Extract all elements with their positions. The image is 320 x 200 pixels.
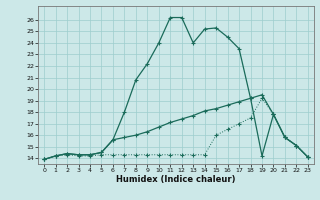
X-axis label: Humidex (Indice chaleur): Humidex (Indice chaleur) (116, 175, 236, 184)
